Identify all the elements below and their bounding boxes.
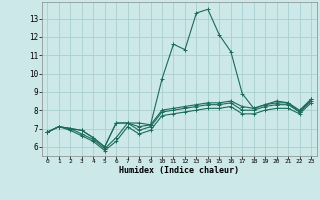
X-axis label: Humidex (Indice chaleur): Humidex (Indice chaleur) (119, 166, 239, 175)
